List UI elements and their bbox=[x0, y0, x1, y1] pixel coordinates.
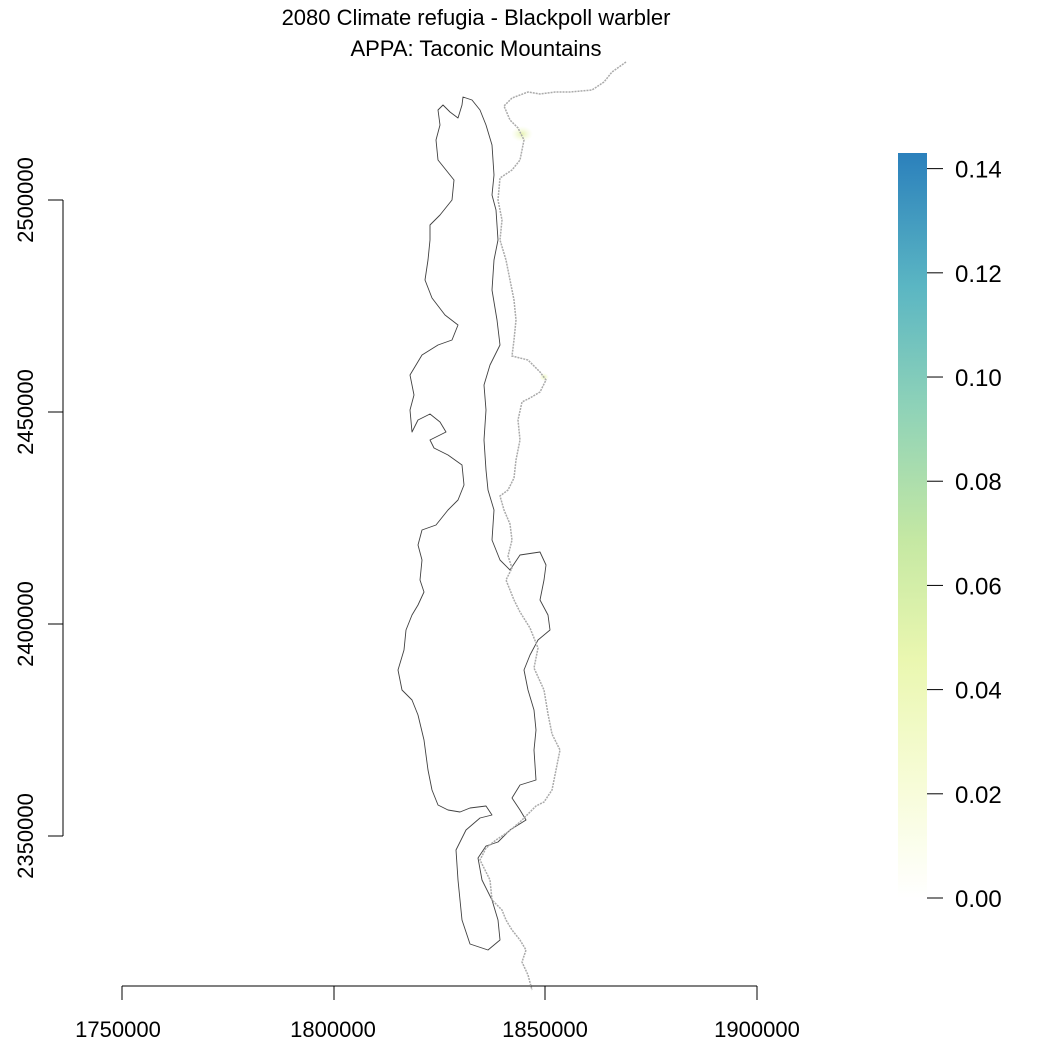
legend-tick-label: 0.04 bbox=[955, 678, 1002, 705]
region-outline bbox=[397, 96, 551, 951]
legend-tick-label: 0.08 bbox=[955, 469, 1002, 496]
legend-color-bar bbox=[898, 153, 927, 898]
y-tick-label: 2450000 bbox=[13, 369, 38, 455]
trail-line bbox=[479, 61, 627, 991]
legend-tick-label: 0.06 bbox=[955, 573, 1002, 600]
legend-tick-label: 0.10 bbox=[955, 365, 1002, 392]
legend-tick-label: 0.14 bbox=[955, 157, 1002, 184]
x-tick-label: 1900000 bbox=[714, 1017, 800, 1042]
y-tick-label: 2500000 bbox=[13, 157, 38, 243]
y-tick-label: 2400000 bbox=[13, 581, 38, 667]
map-title: 2080 Climate refugia - Blackpoll warbler bbox=[282, 5, 671, 30]
y-axis: 2350000 2400000 2450000 2500000 bbox=[13, 157, 64, 879]
legend: 0.14 0.12 0.10 0.08 0.06 0.04 0.02 0.00 bbox=[898, 153, 1002, 913]
legend-ticks: 0.14 0.12 0.10 0.08 0.06 0.04 0.02 0.00 bbox=[927, 157, 1002, 913]
x-tick-label: 1750000 bbox=[75, 1017, 161, 1042]
legend-tick-label: 0.02 bbox=[955, 782, 1002, 809]
y-tick-label: 2350000 bbox=[13, 793, 38, 879]
map-subtitle: APPA: Taconic Mountains bbox=[350, 36, 601, 61]
x-tick-label: 1800000 bbox=[290, 1017, 376, 1042]
legend-tick-label: 0.12 bbox=[955, 261, 1002, 288]
x-axis: 1750000 1800000 1850000 1900000 bbox=[75, 985, 800, 1042]
x-tick-label: 1850000 bbox=[502, 1017, 588, 1042]
refugia-hotspot bbox=[511, 126, 533, 142]
legend-tick-label: 0.00 bbox=[955, 886, 1002, 913]
